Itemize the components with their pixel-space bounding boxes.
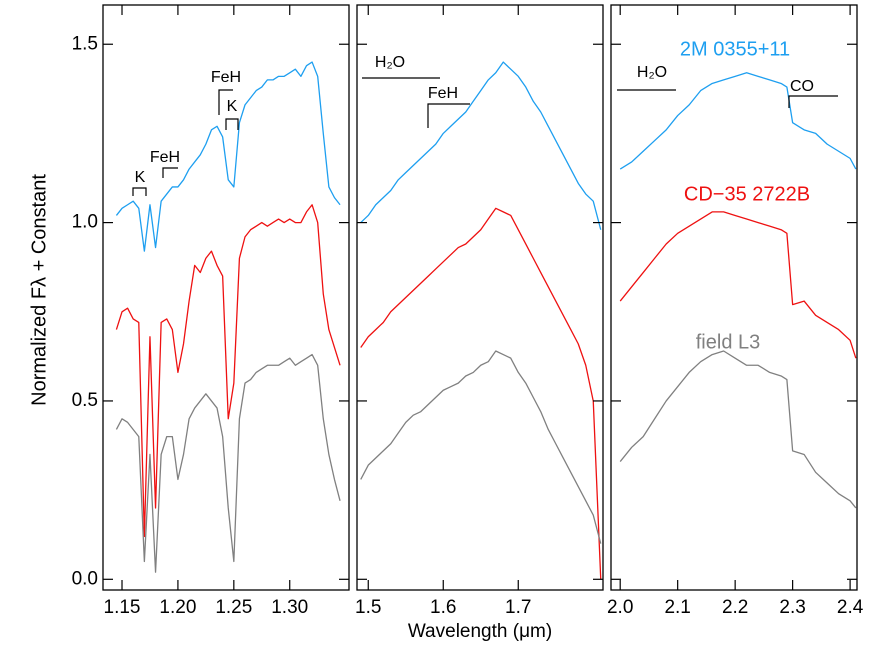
spectrum-line [115, 61, 341, 252]
panel-frame [356, 4, 604, 591]
y-tick-label: 0.0 [72, 568, 98, 589]
feature-label: H₂O [637, 64, 667, 81]
series-label: 2M 0355+11 [680, 38, 790, 60]
x-tick-label: 1.7 [505, 597, 531, 618]
x-axis-label: Wavelength (μm) [408, 621, 552, 642]
spectrum-line [115, 353, 341, 573]
panel-frame [102, 4, 350, 591]
feature-label: CO [790, 78, 814, 95]
panel-frame [610, 4, 858, 591]
feature-bracket [427, 103, 470, 128]
spectrum-line [619, 72, 857, 170]
y-tick-label: 1.5 [72, 33, 98, 54]
feature-bracket [218, 89, 233, 115]
feature-bracket [225, 118, 239, 130]
panel [619, 72, 857, 509]
x-tick-label: 1.6 [430, 597, 456, 618]
x-tick-label: 2.1 [664, 597, 690, 618]
x-tick-label: 1.25 [215, 597, 252, 618]
x-tick-label: 1.20 [159, 597, 196, 618]
x-tick-label: 1.30 [271, 597, 308, 618]
feature-label: FeH [428, 85, 458, 102]
y-tick-label: 1.0 [72, 212, 98, 233]
feature-label: FeH [211, 69, 241, 86]
spectrum-line [360, 350, 602, 544]
y-axis-label: Normalized Fλ + Constant [28, 174, 50, 406]
feature-label: K [227, 98, 238, 115]
feature-bracket [788, 95, 838, 108]
x-tick-label: 1.5 [355, 597, 381, 618]
feature-bracket [162, 167, 178, 178]
series-label: field L3 [696, 331, 761, 353]
x-tick-label: 2.2 [722, 597, 748, 618]
x-tick-label: 2.3 [779, 597, 805, 618]
spectrum-line [115, 204, 341, 538]
panel [360, 61, 602, 580]
y-tick-label: 0.5 [72, 390, 98, 411]
spectrum-line [360, 61, 602, 230]
feature-bracket [132, 187, 147, 196]
feature-label: FeH [150, 149, 180, 166]
x-tick-label: 2.4 [837, 597, 864, 618]
x-tick-label: 2.0 [607, 597, 633, 618]
feature-label: K [135, 169, 146, 186]
panel [115, 61, 341, 573]
spectrum-line [619, 350, 857, 509]
feature-label: H₂O [375, 54, 405, 71]
series-label: CD−35 2722B [684, 183, 810, 205]
spectrum-line [619, 211, 857, 359]
spectrum-line [360, 207, 602, 580]
x-tick-label: 1.15 [104, 597, 141, 618]
